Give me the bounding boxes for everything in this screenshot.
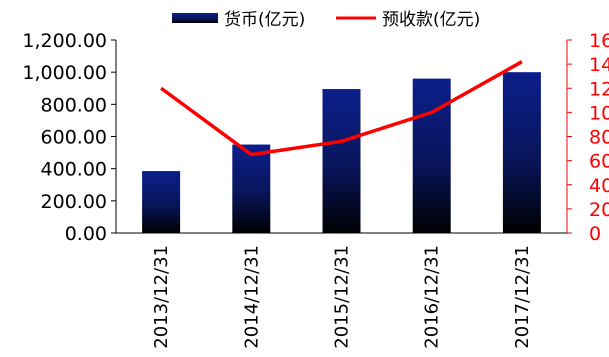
category-labels: 2013/12/31 2014/12/31 2015/12/31 2016/12/31… [151,245,533,349]
line-series [160,60,523,157]
left-tick-label: 0.00 [65,223,107,245]
right-tick-label: 60 [589,151,609,173]
legend: 货币(亿元) 预收款(亿元) [172,10,480,30]
category-label: 2014/12/31 [241,245,262,349]
right-tick-label: 100 [589,102,609,124]
bar [232,144,271,233]
left-tick-label: 200.00 [41,191,107,213]
category-label: 2013/12/31 [151,245,172,349]
left-tick-label: 1,000.00 [22,62,107,84]
right-tick-label: 40 [589,175,609,197]
right-tick-label: 160 [589,30,609,52]
right-tick-label: 140 [589,54,609,76]
bars [142,72,541,234]
left-ticks: 0.00 200.00 400.00 600.00 800.00 1,000.00 1,20… [22,30,116,245]
legend-swatch-bar [172,13,218,23]
category-label: 2016/12/31 [422,245,443,349]
bar [502,72,541,234]
legend-label-line: 预收款(亿元) [382,10,480,30]
bar [142,171,181,233]
bar [412,78,451,233]
left-tick-label: 800.00 [41,94,107,116]
right-tick-label: 120 [589,78,609,100]
category-label: 2015/12/31 [332,245,353,349]
right-tick-label: 80 [589,127,609,149]
left-tick-label: 600.00 [41,127,107,149]
legend-label-bar: 货币(亿元) [224,10,305,30]
left-tick-label: 400.00 [41,159,107,181]
bar [322,89,361,233]
right-tick-label: 20 [589,199,609,221]
series-line [160,60,523,157]
left-tick-label: 1,200.00 [22,30,107,52]
category-label: 2017/12/31 [512,245,533,349]
right-tick-label: 0 [589,223,601,245]
